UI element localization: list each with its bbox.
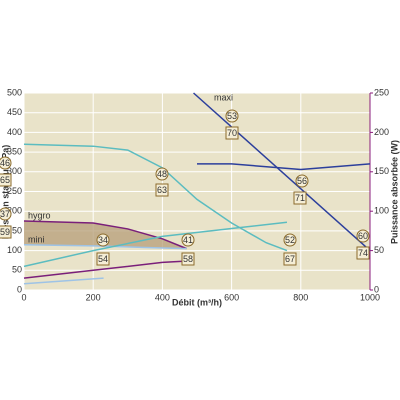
y2-tick-label: 200 (374, 127, 389, 137)
y2-tick-label: 150 (374, 166, 389, 176)
annotation-circle (181, 233, 195, 247)
series-line (23, 220, 187, 250)
y-tick-label: 250 (7, 186, 22, 196)
x-tick-label: 200 (86, 292, 101, 302)
annotation-box (155, 183, 169, 197)
y2-axis-label: Puissance absorbée (W) (389, 140, 399, 244)
y-axis-label: Pression statique (Pa) (0, 145, 10, 240)
x-tick-label: 600 (224, 292, 239, 302)
annotation-circle (225, 109, 239, 123)
y-tick-label: 200 (7, 206, 22, 216)
annotation-circle (356, 229, 370, 243)
annotation: 46 (0, 158, 10, 168)
x-tick-label: 1000 (360, 292, 380, 302)
annotation: 74 (358, 248, 368, 258)
annotation: 53 (227, 111, 237, 121)
annotation-circle (295, 174, 309, 188)
series-line (23, 243, 187, 250)
y-tick-label: 500 (7, 87, 22, 97)
annotation: 41 (183, 235, 193, 245)
annotation: 48 (157, 169, 167, 179)
annotation-circle (96, 233, 110, 247)
annotation: 67 (285, 254, 295, 264)
y-tick-label: 400 (7, 127, 22, 137)
y-tick-label: 0 (17, 284, 22, 294)
annotation: 70 (227, 128, 237, 138)
y-tick-label: 450 (7, 107, 22, 117)
x-tick-label: 0 (21, 292, 26, 302)
annotation-circle (0, 156, 12, 170)
series-line (23, 260, 191, 279)
annotation-box (96, 252, 110, 266)
annotation-box (356, 246, 370, 260)
y-tick-label: 300 (7, 166, 22, 176)
series-label: hygro (28, 210, 51, 220)
series-line (23, 221, 288, 268)
y2-tick-label: 100 (374, 206, 389, 216)
annotation: 59 (0, 227, 10, 237)
annotation: 71 (295, 193, 305, 203)
annotation: 54 (98, 254, 108, 264)
y-tick-label: 150 (7, 225, 22, 235)
annotation: 37 (0, 209, 10, 219)
annotation-box (181, 252, 195, 266)
x-axis-label: Débit (m³/h) (172, 297, 222, 307)
series-line (23, 143, 288, 252)
annotation-circle (0, 207, 12, 221)
annotation: 52 (285, 235, 295, 245)
annotation: 58 (183, 254, 193, 264)
annotation-box (225, 126, 239, 140)
y2-tick-label: 50 (374, 245, 384, 255)
series-label: mini (28, 234, 45, 244)
annotation: 63 (157, 185, 167, 195)
series-line (193, 92, 371, 252)
y2-tick-label: 250 (374, 87, 389, 97)
annotation-box (0, 173, 12, 187)
annotation-box (293, 191, 307, 205)
y2-tick-label: 0 (374, 284, 379, 294)
annotation-circle (155, 167, 169, 181)
x-tick-label: 400 (155, 292, 170, 302)
annotation: 60 (358, 231, 368, 241)
annotation: 34 (98, 235, 108, 245)
series-label: maxi (214, 92, 233, 102)
y-tick-label: 350 (7, 146, 22, 156)
annotation: 65 (0, 175, 10, 185)
x-tick-label: 800 (293, 292, 308, 302)
y-tick-label: 50 (12, 265, 22, 275)
series-line (197, 163, 371, 171)
annotation-circle (283, 233, 297, 247)
series-line (23, 277, 104, 285)
annotation-box (283, 252, 297, 266)
annotation-box (0, 225, 12, 239)
y-tick-label: 100 (7, 245, 22, 255)
annotation: 56 (297, 176, 307, 186)
